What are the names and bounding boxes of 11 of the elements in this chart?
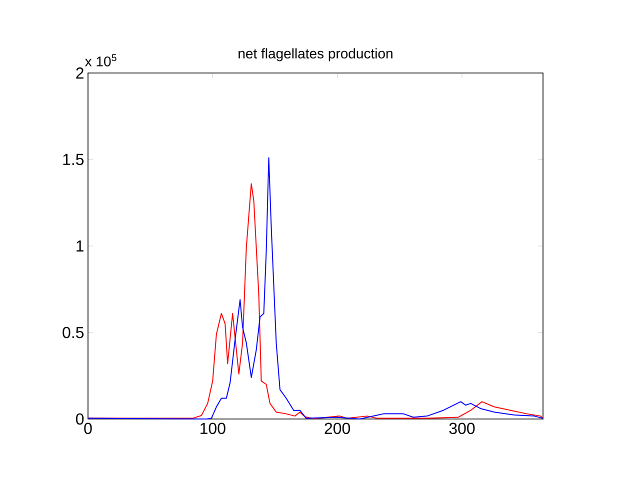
x-tick-label: 300 bbox=[449, 422, 475, 434]
y-tick-label: 0.5 bbox=[62, 326, 84, 338]
y-tick-label: 1.5 bbox=[63, 154, 84, 166]
y-tick-label: 1 bbox=[76, 240, 84, 252]
x-tick-label: 0 bbox=[84, 422, 92, 434]
y-tick-label: 2 bbox=[76, 67, 84, 79]
chart-title: net flagellates production bbox=[238, 48, 392, 62]
text: x 10$^{5}$ bbox=[85, 54, 116, 66]
y-tick-label: 0 bbox=[76, 413, 84, 425]
x-tick-label: 200 bbox=[324, 422, 350, 434]
x-tick-label: 100 bbox=[200, 422, 226, 434]
